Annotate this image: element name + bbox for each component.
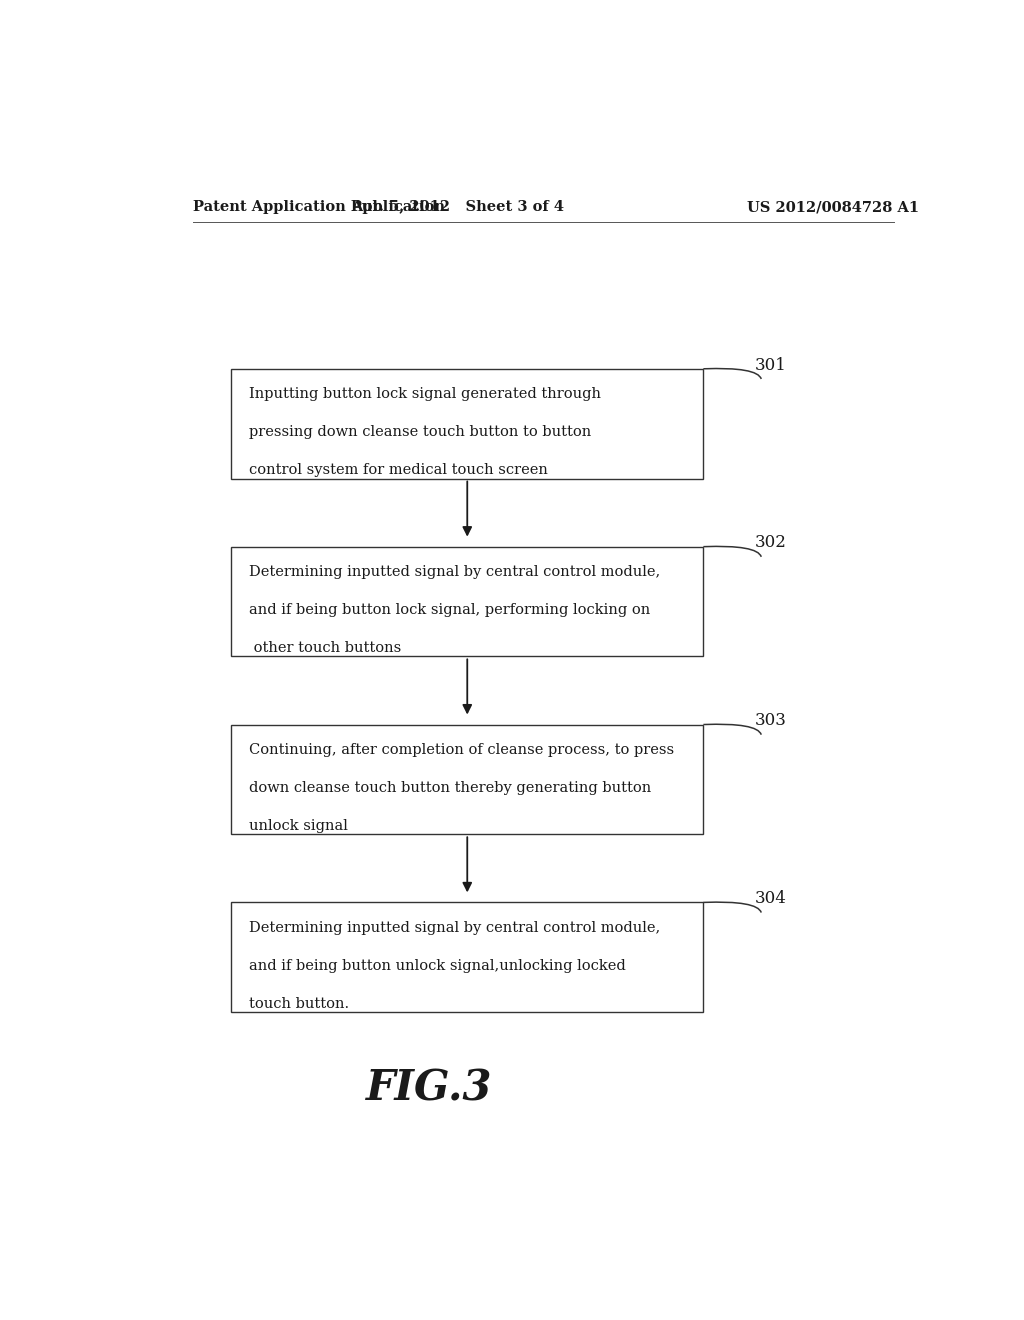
- Text: Patent Application Publication: Patent Application Publication: [194, 201, 445, 214]
- Text: Continuing, after completion of cleanse process, to press: Continuing, after completion of cleanse …: [249, 743, 674, 756]
- Text: other touch buttons: other touch buttons: [249, 642, 400, 655]
- FancyBboxPatch shape: [231, 725, 703, 834]
- Text: FIG.3: FIG.3: [367, 1068, 493, 1109]
- Text: down cleanse touch button thereby generating button: down cleanse touch button thereby genera…: [249, 781, 651, 795]
- Text: and if being button unlock signal,unlocking locked: and if being button unlock signal,unlock…: [249, 958, 626, 973]
- Text: 304: 304: [755, 890, 786, 907]
- Text: 303: 303: [755, 713, 786, 730]
- Text: Apr. 5, 2012   Sheet 3 of 4: Apr. 5, 2012 Sheet 3 of 4: [351, 201, 564, 214]
- Text: and if being button lock signal, performing locking on: and if being button lock signal, perform…: [249, 603, 650, 616]
- Text: US 2012/0084728 A1: US 2012/0084728 A1: [748, 201, 920, 214]
- Text: control system for medical touch screen: control system for medical touch screen: [249, 463, 548, 478]
- Text: pressing down cleanse touch button to button: pressing down cleanse touch button to bu…: [249, 425, 591, 440]
- Text: Determining inputted signal by central control module,: Determining inputted signal by central c…: [249, 921, 659, 935]
- Text: unlock signal: unlock signal: [249, 818, 347, 833]
- FancyBboxPatch shape: [231, 368, 703, 479]
- Text: 302: 302: [755, 535, 786, 552]
- Text: Determining inputted signal by central control module,: Determining inputted signal by central c…: [249, 565, 659, 579]
- FancyBboxPatch shape: [231, 903, 703, 1012]
- Text: 301: 301: [755, 356, 786, 374]
- Text: touch button.: touch button.: [249, 997, 349, 1011]
- FancyBboxPatch shape: [231, 546, 703, 656]
- Text: Inputting button lock signal generated through: Inputting button lock signal generated t…: [249, 387, 601, 401]
